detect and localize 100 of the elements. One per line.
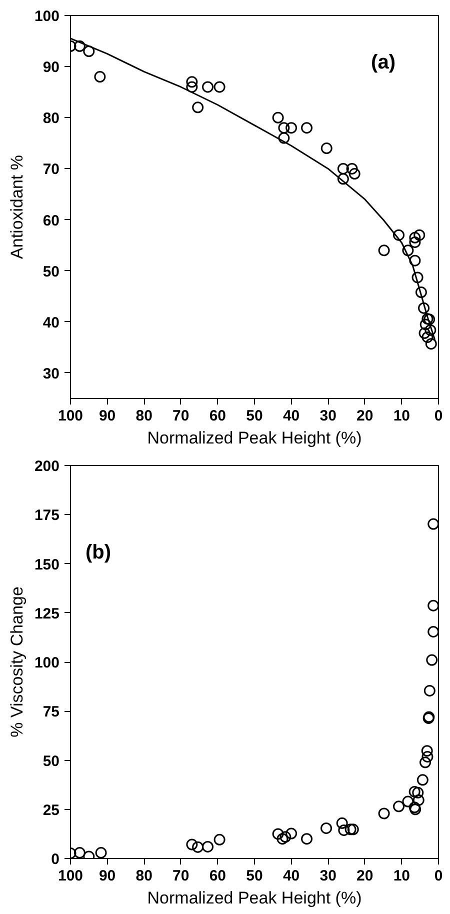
point [420,318,432,330]
y-tick-label: 80 [42,110,60,128]
x-tick-label: 100 [58,868,84,884]
y-tick-label: 50 [42,263,60,280]
point [337,162,349,174]
y-tick-label: 75 [42,704,60,721]
point [338,824,350,836]
point [186,81,198,93]
point [280,831,292,843]
point [409,254,421,266]
point [276,833,288,845]
point [408,786,420,798]
y-tick-label: 30 [42,365,60,382]
point [272,112,284,124]
point [409,236,421,248]
x-axis-title: Normalized Peak Height (%) [147,428,362,448]
x-tick-label: 60 [209,408,226,424]
point [346,162,358,174]
x-tick-label: 50 [246,868,263,884]
point [192,102,204,114]
point [301,833,313,845]
x-tick-label: 50 [246,408,263,424]
x-tick-label: 60 [209,868,226,884]
point [422,750,434,762]
x-tick-label: 40 [282,408,300,424]
point [412,786,424,798]
x-tick-label: 100 [58,408,84,424]
point [186,838,198,850]
point [336,817,348,829]
point [418,327,430,339]
x-tick-label: 10 [393,868,410,884]
point [337,173,349,185]
point [320,822,332,834]
point [420,756,431,768]
point [414,229,426,241]
point [412,272,424,284]
point [320,142,332,154]
point [278,132,290,144]
x-tick-label: 20 [356,408,374,424]
point [272,828,284,840]
x-tick-label: 30 [320,868,336,884]
y-tick-label: 100 [34,654,60,672]
point [409,232,421,244]
x-tick-label: 90 [98,868,116,884]
point [424,684,436,696]
point [348,168,360,180]
point [416,774,428,786]
y-tick-label: 0 [51,851,60,868]
x-tick-label: 80 [136,408,152,424]
y-axis-title: Antioxidant % [7,155,26,259]
x-tick-label: 40 [282,868,300,884]
point [192,841,204,853]
point [74,40,86,52]
x-tick-label: 20 [356,868,374,884]
y-axis-title: % Viscosity Change [7,586,26,738]
x-tick-label: 70 [172,868,190,884]
point [421,745,433,757]
y-tick-label: 70 [42,161,60,178]
point [418,302,430,314]
x-tick-label: 30 [320,408,336,424]
point [415,286,427,298]
y-tick-label: 25 [42,802,60,819]
y-tick-label: 50 [42,752,60,770]
y-tick-label: 125 [34,605,60,622]
point [186,76,198,88]
point [378,808,390,820]
point [94,71,106,83]
point [286,122,298,134]
point [412,794,424,806]
y-tick-label: 90 [42,59,60,76]
point [344,824,356,836]
point [425,338,437,350]
x-tick-label: 0 [434,868,443,884]
point [428,626,438,638]
point [301,122,313,134]
point [426,654,438,666]
point [214,81,226,93]
point [74,847,86,858]
y-tick-label: 175 [34,507,60,524]
point [202,81,214,93]
y-tick-label: 200 [34,458,60,475]
y-tick-label: 60 [42,212,60,230]
y-tick-label: 40 [42,314,60,332]
point [428,518,438,530]
point [95,847,107,858]
annotation: (a) [371,52,396,74]
x-tick-label: 80 [136,868,152,884]
point [83,46,95,57]
x-axis-title: Normalized Peak Height (%) [147,888,362,908]
y-tick-label: 100 [34,8,60,25]
x-tick-label: 10 [393,408,410,424]
point [202,840,214,852]
x-tick-label: 0 [434,408,443,424]
point [214,834,226,846]
point [393,229,405,241]
point [402,796,414,808]
point [286,828,298,840]
point [424,324,436,336]
point [428,600,438,612]
point [402,244,414,256]
